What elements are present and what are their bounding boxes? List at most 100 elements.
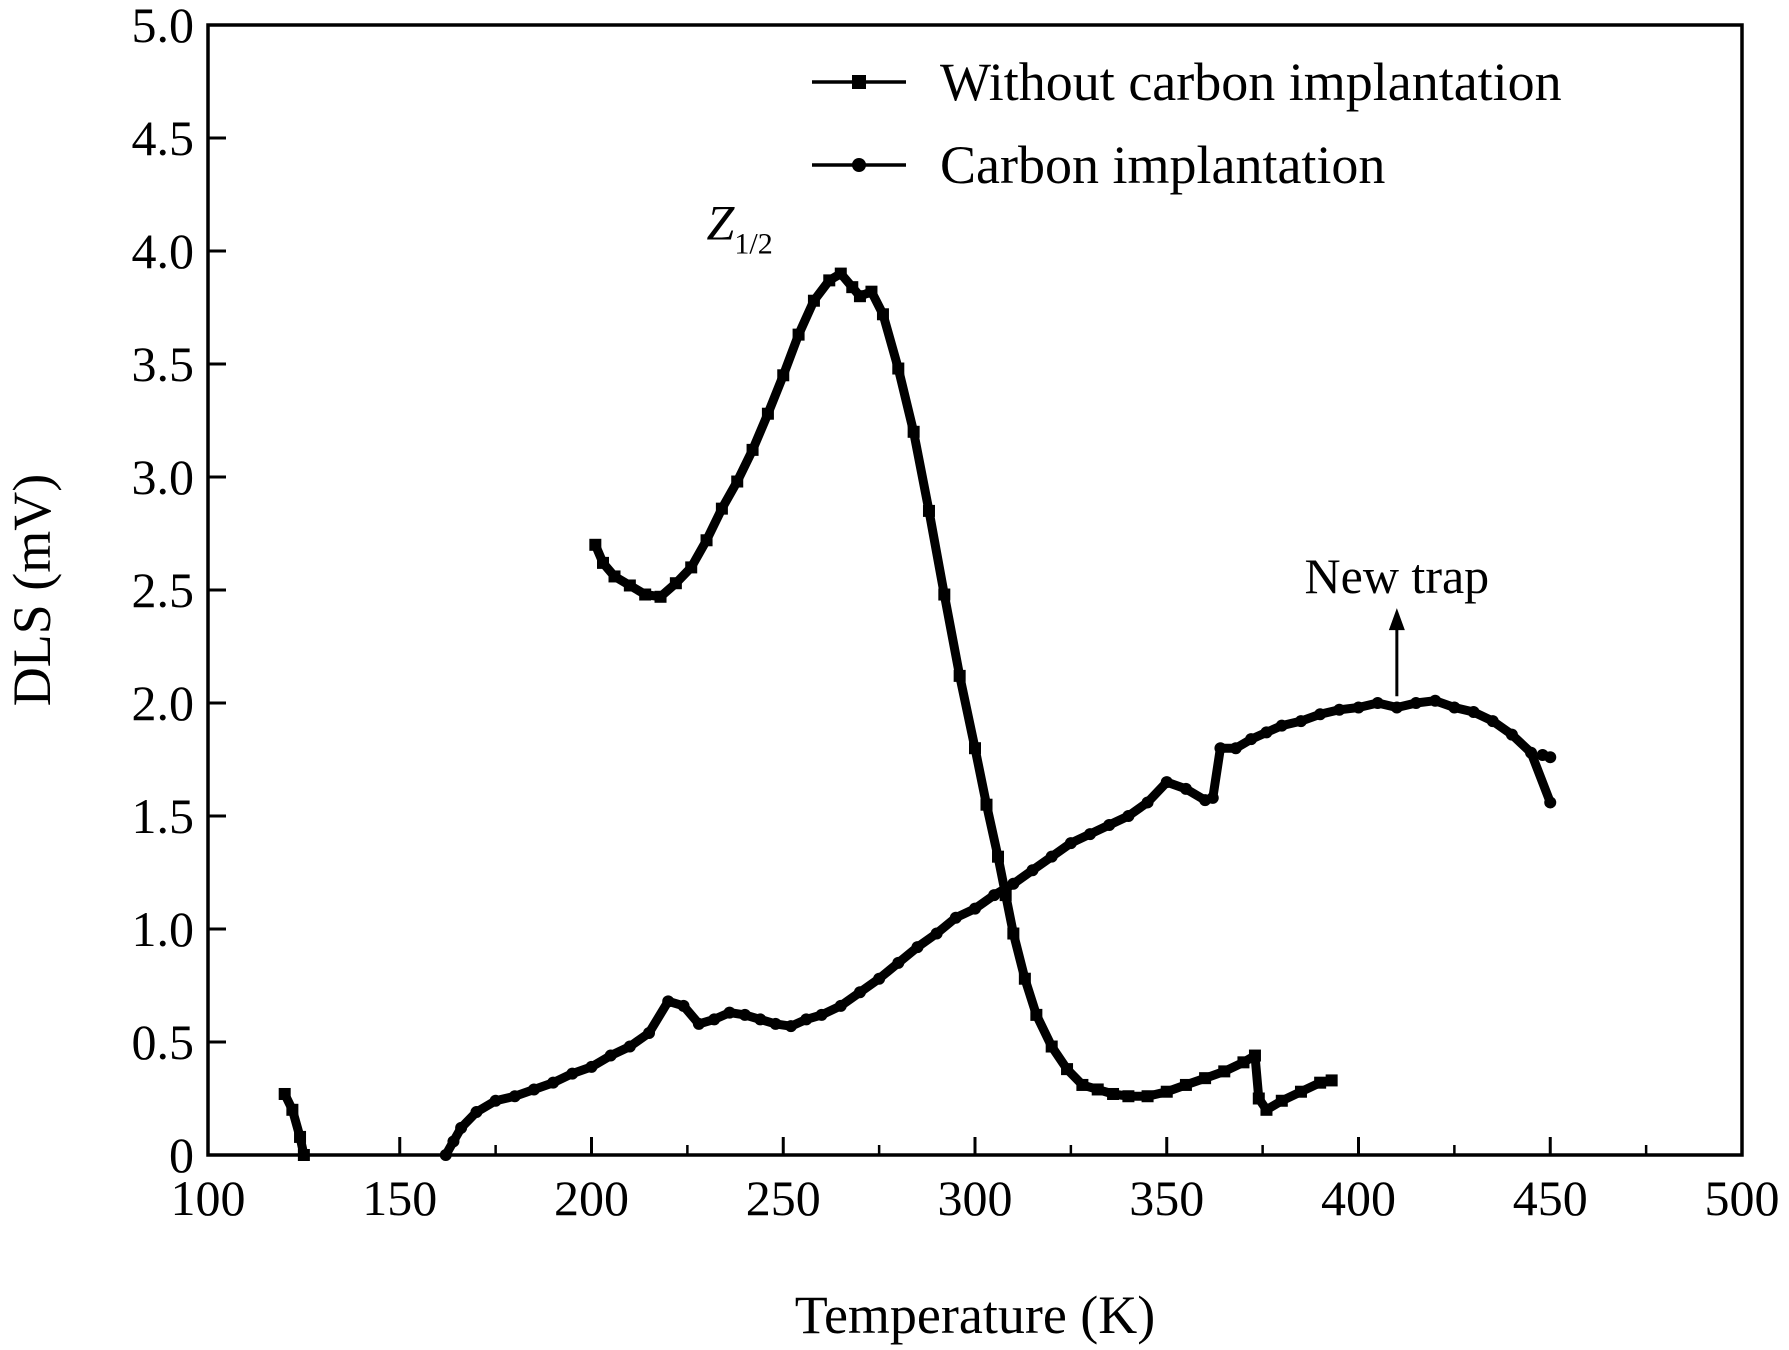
data-point [1179,1078,1192,1091]
data-point [1410,697,1423,709]
data-point [938,588,951,601]
y-tick-label: 5.0 [132,0,195,53]
data-point [1199,1072,1212,1085]
data-point [1275,719,1288,732]
data-point [834,999,847,1012]
x-tick-label: 150 [362,1170,437,1226]
data-point [1325,1074,1338,1087]
legend-circle-marker [852,158,866,172]
series-line [590,269,1337,1115]
data-point [1467,706,1480,719]
series-line [280,1089,309,1160]
data-point [1206,791,1219,804]
data-point [700,534,713,547]
y-tick-label: 1.0 [132,901,195,957]
y-axis-title: DLS (mV) [2,474,62,706]
x-tick-label: 450 [1513,1170,1588,1226]
data-point [604,1049,617,1062]
data-point [892,956,905,969]
data-point [623,579,636,592]
y-axis: 0 0.5 1.0 1.5 2.0 2.5 3.0 3.5 4.0 4.5 5.0 [132,0,226,1183]
data-point [669,577,682,590]
data-point [278,1087,291,1100]
x-tick-label: 100 [171,1170,246,1226]
data-point [1061,1063,1074,1076]
x-tick-label: 350 [1129,1170,1204,1226]
x-tick-label: 400 [1321,1170,1396,1226]
data-point [969,742,981,755]
series-carbon-implantation [439,694,1557,1161]
data-point [1486,715,1499,728]
data-point [738,1008,751,1021]
data-point [731,475,744,488]
legend-label: Without carbon implantation [940,52,1562,112]
data-point [692,1017,705,1030]
data-point [1160,776,1173,789]
data-point [597,556,610,569]
data-point [807,294,820,307]
data-point [815,1008,828,1021]
data-point [1160,1085,1173,1098]
legend-item: Carbon implantation [812,135,1385,195]
data-point [922,504,935,517]
data-point [953,669,966,682]
data-point [608,570,621,583]
y-tick-label: 2.0 [132,675,195,731]
data-point [708,1013,721,1026]
data-point [489,1094,502,1107]
data-point [1026,864,1039,877]
data-point [1314,1076,1327,1089]
data-point [1007,877,1020,890]
data-point [1218,1065,1231,1078]
data-point [1045,1040,1058,1053]
x-tick-label: 250 [746,1170,821,1226]
data-point [1141,1090,1154,1103]
data-point [761,407,774,420]
data-point [643,1026,656,1039]
data-point [589,538,602,551]
data-point [873,972,886,985]
data-point [911,941,924,954]
data-point [527,1083,540,1096]
data-point [846,281,859,294]
x-tick-label: 500 [1705,1170,1780,1226]
annotation-arrow-head [1388,608,1405,631]
data-point [1314,708,1327,721]
data-point [1122,810,1135,822]
data-point [662,995,675,1008]
data-point [1084,828,1097,841]
data-point [784,1020,797,1033]
data-point [1214,742,1227,755]
legend-label: Carbon implantation [940,135,1385,195]
y-tick-label: 0.5 [132,1014,195,1070]
y-tick-label: 4.0 [132,223,195,279]
data-point [654,590,667,603]
data-point [1018,972,1031,985]
annotation-new-trap: New trap [1305,548,1490,604]
data-point [639,588,652,601]
x-tick-label: 300 [938,1170,1013,1226]
data-point [294,1130,307,1143]
data-point [1390,701,1403,714]
annotations: Z1/2 New trap [707,195,1490,697]
data-point [566,1067,579,1080]
data-point [1076,1078,1089,1091]
data-point [1103,819,1116,832]
y-tick-label: 2.5 [132,562,195,618]
data-point [949,911,962,924]
y-tick-label: 3.0 [132,449,195,505]
data-point [1294,1085,1307,1098]
data-point [1064,837,1077,850]
data-point [865,285,878,298]
data-point [823,274,836,287]
data-point [1260,726,1273,739]
data-point [1248,1049,1261,1062]
data-point [1141,796,1154,809]
data-point [1045,850,1058,863]
data-point [930,927,943,940]
data-point [1091,1083,1104,1096]
data-point [1275,1094,1288,1107]
data-point [623,1040,636,1053]
data-point [1107,1087,1120,1100]
data-point [834,267,847,280]
